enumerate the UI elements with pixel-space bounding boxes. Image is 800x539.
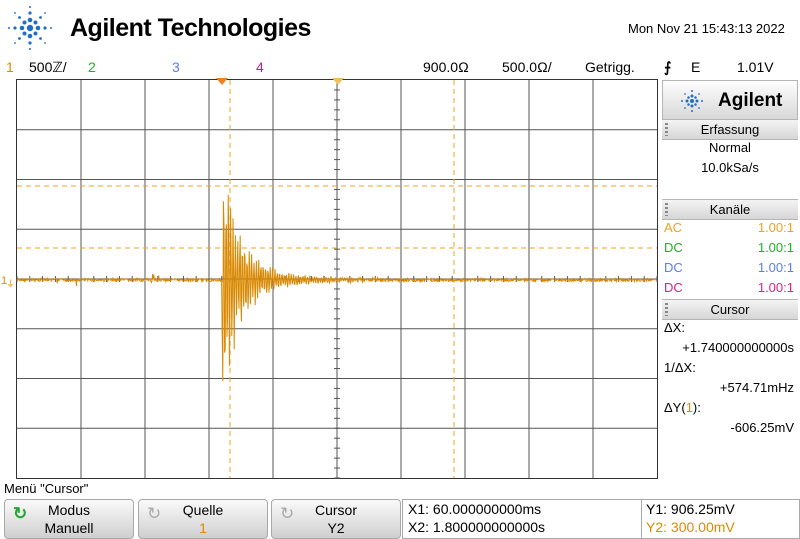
acquisition-header[interactable]: Erfassung	[662, 119, 798, 140]
ch1-number[interactable]: 1	[6, 59, 14, 75]
grip-icon	[665, 203, 668, 216]
ch3-number[interactable]: 3	[172, 59, 180, 75]
trigger-level[interactable]: 1.01V	[737, 59, 774, 75]
channel-coupling: DC	[664, 240, 683, 255]
delta-y-label: ΔY(1):	[664, 400, 701, 415]
inv-delta-x-label: 1/ΔX:	[664, 360, 696, 375]
softkey-cursor[interactable]: ↻ Cursor Y2	[271, 499, 401, 539]
panel-brand: Agilent	[718, 90, 783, 111]
y1-readout: Y1: 906.25mV	[646, 501, 735, 517]
brand-title: Agilent Technologies	[70, 14, 311, 42]
rotate-knob-icon: ↻	[147, 504, 162, 523]
cursor-readout: X1: 60.000000000ms X2: 1.800000000000s Y…	[402, 499, 800, 539]
acquisition-state: Getrigg.	[585, 59, 635, 75]
panel-brand-box: Agilent	[662, 80, 798, 120]
acquisition-mode: Normal	[709, 140, 751, 155]
cursor-title: Cursor	[710, 302, 750, 317]
trigger-slope-icon[interactable]: ⨍	[664, 59, 672, 75]
softkey-modus[interactable]: ↻ Modus Manuell	[4, 499, 134, 539]
ch2-number[interactable]: 2	[88, 59, 96, 75]
grip-icon	[665, 123, 668, 136]
cursor-header[interactable]: Cursor	[662, 299, 798, 320]
rotate-knob-icon: ↻	[280, 504, 295, 523]
ch4-number[interactable]: 4	[256, 59, 264, 75]
time-position[interactable]: 900.0Ω	[423, 59, 469, 75]
softkey-value: 1	[199, 520, 207, 536]
trigger-position-marker	[216, 78, 228, 85]
softkey-value: Y2	[327, 520, 345, 536]
scope-display[interactable]: 1 ⏚	[0, 78, 660, 480]
time-scale[interactable]: 500.0Ω/	[502, 59, 552, 75]
acquisition-title: Erfassung	[700, 122, 760, 137]
ch1-waveform	[16, 194, 656, 382]
grip-icon	[665, 303, 668, 316]
delta-x-label: ΔX:	[664, 320, 685, 335]
softkey-title: Cursor	[314, 502, 357, 518]
delta-y-value: -606.25mV	[730, 420, 794, 435]
ch1-marker: 1	[1, 275, 7, 287]
channels-header[interactable]: Kanäle	[662, 199, 798, 220]
channel-coupling: AC	[664, 220, 683, 235]
ground-marker-icon: ⏚	[6, 279, 15, 290]
channel-probe-ratio: 1.00:1	[757, 240, 794, 255]
x2-readout: X2: 1.800000000000s	[408, 519, 546, 535]
side-panel: Agilent Erfassung Normal 10.0kSa/s Kanäl…	[660, 78, 800, 480]
softkey-title: Quelle	[182, 502, 224, 518]
delta-x-value: +1.740000000000s	[682, 340, 794, 355]
menu-title: Menü "Cursor"	[4, 481, 89, 496]
rotate-knob-icon: ↻	[13, 504, 28, 523]
trigger-mode[interactable]: E	[691, 59, 701, 75]
channel-probe-ratio: 1.00:1	[757, 280, 794, 295]
sample-rate: 10.0kSa/s	[701, 160, 759, 175]
softkey-value: Manuell	[44, 520, 94, 536]
x1-readout: X1: 60.000000000ms	[408, 501, 542, 517]
y2-readout: Y2: 300.00mV	[646, 519, 735, 535]
time-reference-marker	[332, 78, 344, 85]
readout-divider	[641, 500, 642, 538]
channel-coupling: DC	[664, 260, 683, 275]
channel-coupling: DC	[664, 280, 683, 295]
ch1-scale[interactable]: 500ℤ/	[29, 59, 67, 75]
channels-title: Kanäle	[709, 202, 751, 217]
softkey-quelle[interactable]: ↻ Quelle 1	[138, 499, 268, 539]
softkey-title: Modus	[47, 502, 91, 518]
channel-probe-ratio: 1.00:1	[757, 220, 794, 235]
agilent-spark-small-icon	[681, 90, 703, 112]
datetime: Mon Nov 21 15:43:13 2022	[628, 21, 785, 36]
agilent-spark-logo	[8, 6, 52, 50]
inv-delta-x-value: +574.71mHz	[719, 380, 794, 395]
channel-probe-ratio: 1.00:1	[757, 260, 794, 275]
